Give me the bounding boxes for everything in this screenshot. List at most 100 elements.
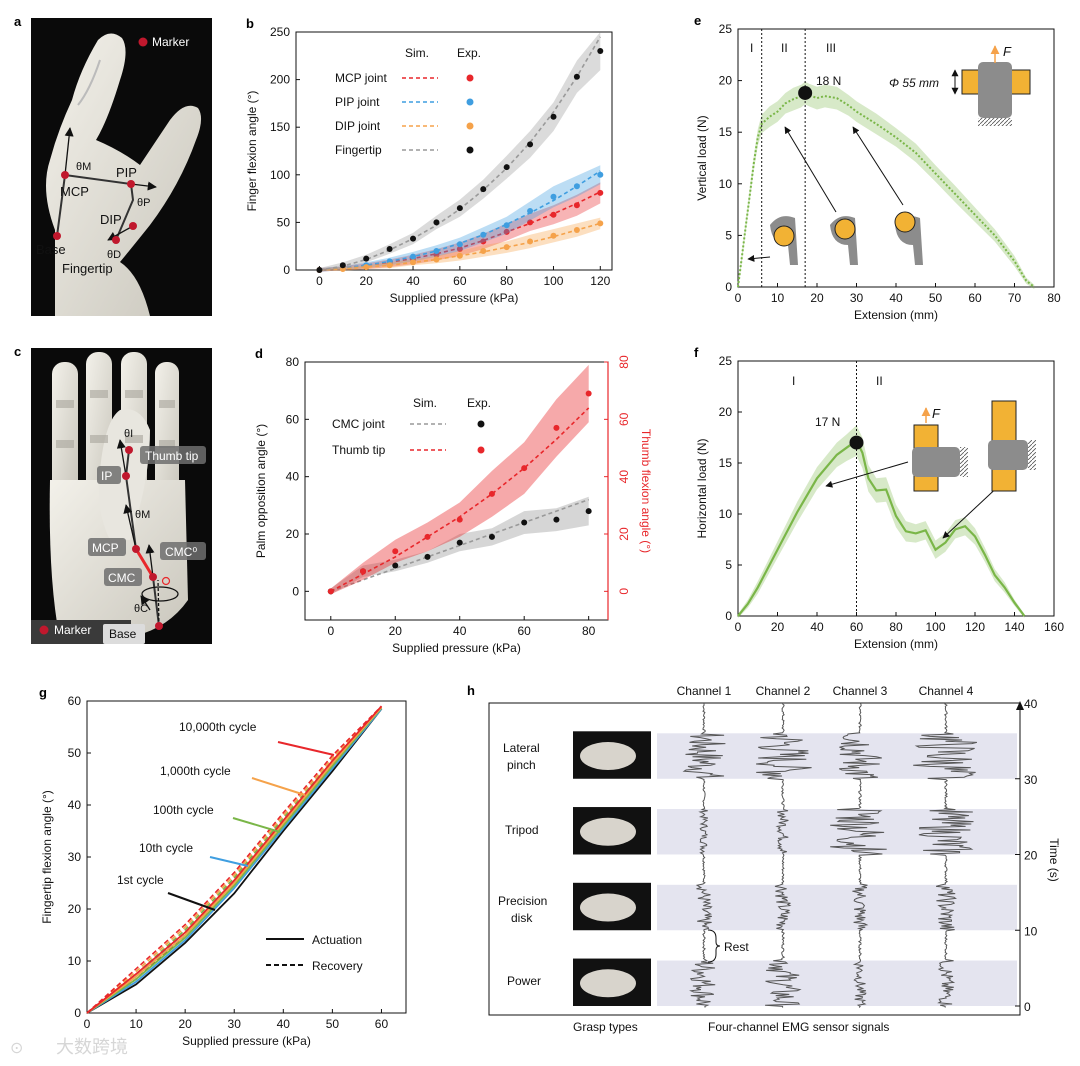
y-tick-label: 50	[68, 746, 82, 760]
y-tick-label: 0	[725, 609, 732, 623]
f-force-label: F	[932, 406, 941, 421]
y-tick-label: 10	[719, 177, 733, 191]
exp-point-Thumb tip	[360, 568, 367, 575]
cycle-label: 1,000th cycle	[160, 764, 231, 778]
x-tick-label: 0	[84, 1017, 91, 1031]
exp-point-PIP joint	[550, 193, 557, 200]
label-a-pip: PIP	[116, 165, 137, 180]
marker-a-fingertip	[112, 236, 120, 244]
angle-c-i: θI	[124, 428, 133, 440]
exp-point-Fingertip	[433, 219, 440, 226]
x-tick-label: 40	[810, 620, 824, 634]
exp-point-PIP joint	[456, 241, 463, 248]
e-force-label: F	[1003, 44, 1012, 59]
exp-point-Thumb tip	[456, 516, 463, 523]
actuation-line-100th cycle	[86, 707, 383, 1014]
y-tick-label: 5	[725, 228, 732, 242]
marker-legend-label: Marker	[152, 35, 189, 49]
cycle-leader	[251, 777, 306, 796]
y2-tick-label: 40	[617, 470, 631, 484]
x-tick-label: 80	[1047, 291, 1061, 305]
marker-a-base	[53, 232, 61, 240]
exp-point-DIP joint	[433, 256, 440, 263]
panel-label: e	[694, 13, 701, 28]
marker-a-mcp	[61, 171, 69, 179]
time-tick-label: 30	[1024, 773, 1038, 787]
x-tick-label: 20	[389, 624, 403, 638]
exp-point-DIP joint	[503, 244, 510, 251]
chart-e: 0 10 20 30 40 50 60 70 80 0 5 10 15 20 25 Extension (mm…	[694, 13, 1061, 322]
exp-point-DIP joint	[573, 227, 580, 234]
exp-point-DIP joint	[480, 247, 487, 254]
x-axis-label: Supplied pressure (kPa)	[182, 1034, 311, 1048]
cycle-leader	[167, 892, 216, 911]
exp-point-DIP joint	[597, 220, 604, 227]
arrow-a-dip	[107, 225, 134, 241]
legend-header-exp: Exp.	[457, 46, 481, 60]
phase-label: II	[781, 41, 788, 55]
angle-a-d: θD	[107, 249, 121, 261]
grasp-label: Lateral	[503, 741, 540, 755]
legend-label: MCP joint	[335, 71, 387, 85]
exp-point-CMC joint	[392, 562, 399, 569]
y-tick-label: 20	[286, 527, 300, 541]
x-tick-label: 20	[360, 274, 374, 288]
phase-label: I	[792, 374, 795, 388]
cycle-label: 10th cycle	[139, 841, 193, 855]
exp-point-PIP joint	[597, 171, 604, 178]
y-axis-label: Fingertip flexion angle (°)	[40, 790, 54, 924]
y-tick-label: 150	[270, 120, 290, 134]
legend-exp-swatch	[466, 122, 474, 130]
y-tick-label: 25	[719, 22, 733, 36]
exp-point-MCP joint	[503, 228, 510, 235]
exp-point-MCP joint	[527, 219, 534, 226]
exp-point-CMC joint	[585, 508, 592, 515]
grasp-label: Power	[507, 974, 541, 988]
time-tick-label: 20	[1024, 849, 1038, 863]
grasp-hand	[580, 742, 636, 771]
exp-point-DIP joint	[456, 252, 463, 259]
exp-point-Fingertip	[363, 255, 370, 262]
x-tick-label: 70	[1008, 291, 1022, 305]
y-tick-label: 20	[719, 405, 733, 419]
y-tick-label: 50	[277, 215, 291, 229]
panel-label: b	[246, 16, 254, 31]
exp-point-Fingertip	[339, 262, 346, 269]
phase-label: III	[826, 41, 836, 55]
legend-exp-swatch	[477, 420, 485, 428]
label-a-mcp: MCP	[60, 184, 89, 199]
x-tick-label: 0	[735, 291, 742, 305]
x-tick-label: 20	[178, 1017, 192, 1031]
exp-point-MCP joint	[480, 238, 487, 245]
y-tick-label: 0	[74, 1006, 81, 1020]
time-axis-arrow	[1016, 701, 1024, 710]
grasp-hand	[580, 893, 636, 922]
e-grasp-icons	[770, 211, 923, 265]
y-tick-label: 250	[270, 25, 290, 39]
legend-header-exp: Exp.	[467, 396, 491, 410]
channel-label: Channel 1	[677, 684, 732, 698]
legend-exp-swatch	[466, 74, 474, 82]
x-tick-label: 20	[771, 620, 785, 634]
x-tick-label: 0	[327, 624, 334, 638]
exp-point-Thumb tip	[424, 533, 431, 540]
x-tick-label: 140	[1004, 620, 1024, 634]
x-tick-label: 20	[810, 291, 824, 305]
grasp-label: Precision	[498, 894, 547, 908]
time-tick-label: 10	[1024, 924, 1038, 938]
label-c-thumb-tip: Thumb tip	[145, 449, 199, 463]
exp-point-PIP joint	[480, 231, 487, 238]
x-tick-label: 0	[316, 274, 323, 288]
x-tick-label: 80	[500, 274, 514, 288]
x-tick-label: 80	[582, 624, 596, 638]
x-tick-label: 60	[375, 1017, 389, 1031]
legend-exp-swatch	[477, 446, 485, 454]
grasp-label: pinch	[507, 758, 536, 772]
legend-label: Fingertip	[335, 143, 382, 157]
cycle-label: 100th cycle	[153, 803, 214, 817]
label-a-base: Base	[36, 242, 66, 257]
panel-c-label: c	[14, 344, 21, 359]
exp-point-DIP joint	[527, 238, 534, 245]
x-tick-label: 60	[453, 274, 467, 288]
y-axis-label: Finger flexion angle (°)	[245, 91, 259, 212]
